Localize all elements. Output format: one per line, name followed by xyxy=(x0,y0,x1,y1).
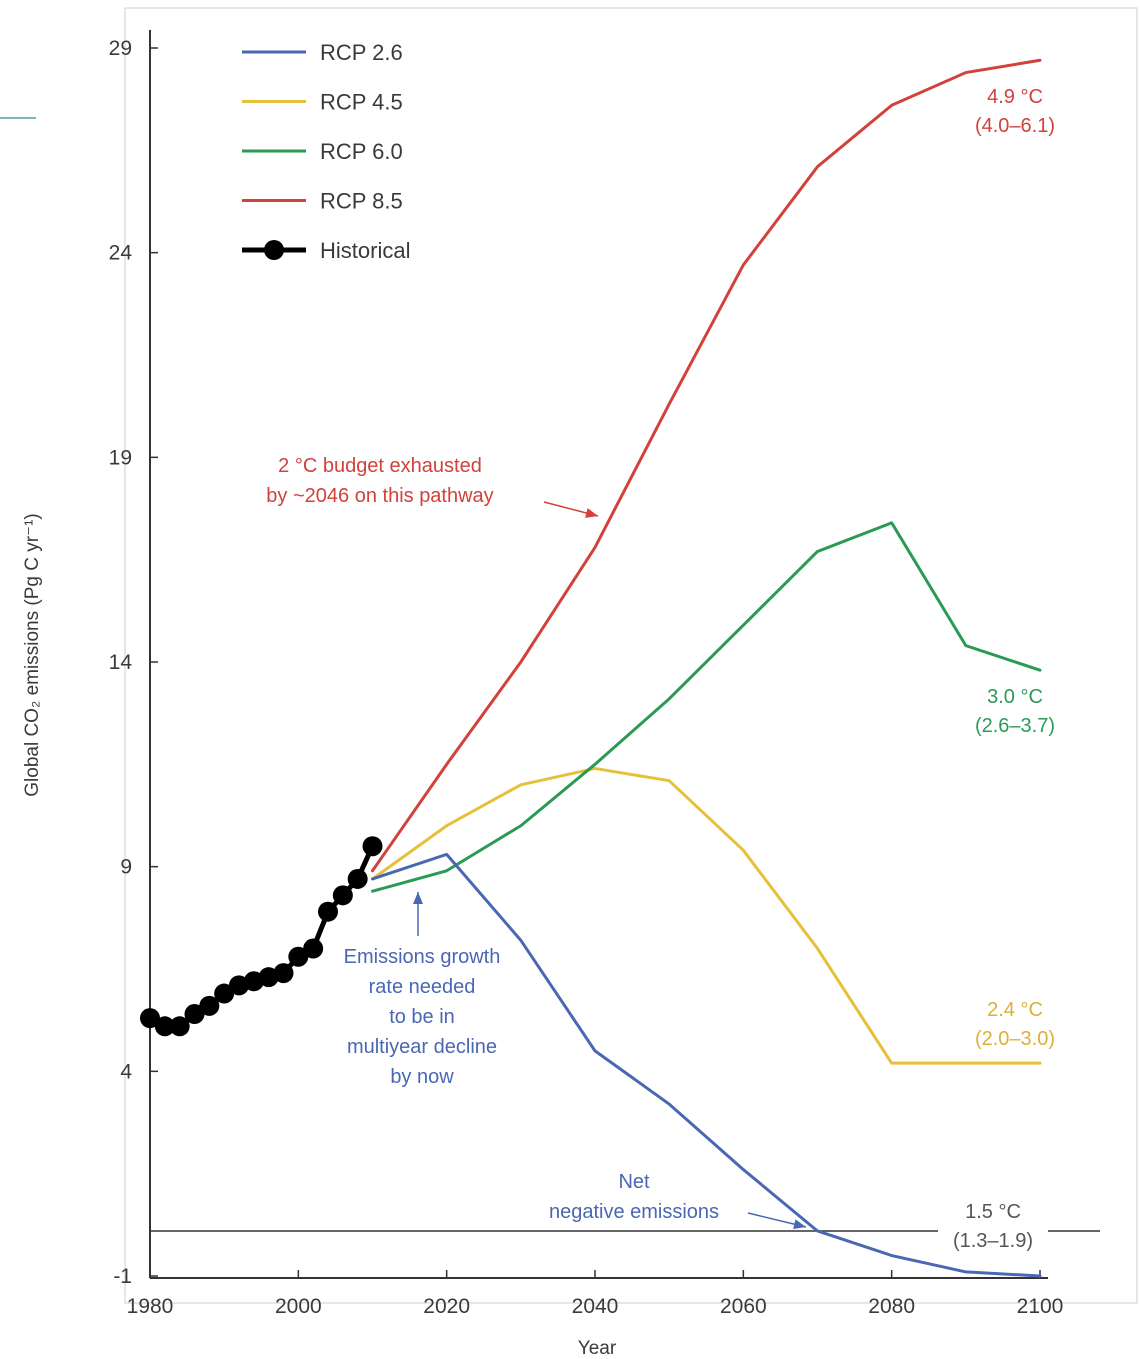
y-tick-label: 4 xyxy=(120,1060,132,1083)
x-axis-title: Year xyxy=(578,1338,617,1359)
annotation-net-negative-arrow xyxy=(747,1212,807,1230)
annotation-net-negative: Net negative emissions xyxy=(549,1171,719,1223)
x-tick-label: 2000 xyxy=(275,1295,322,1318)
annotations: 2 °C budget exhausted by ~2046 on this pa… xyxy=(266,455,807,1230)
annotation-emissions-growth: Emissions growth rate needed to be in multi… xyxy=(344,946,501,1088)
end-label-rcp-6-0: 3.0 °C (2.6–3.7) xyxy=(975,686,1055,737)
historical-point xyxy=(362,836,383,857)
historical-point xyxy=(169,1016,190,1037)
historical-point xyxy=(347,868,368,889)
y-tick-label: 19 xyxy=(109,446,132,469)
y-tick-label: 14 xyxy=(109,651,133,674)
y-tick-label: 9 xyxy=(120,856,132,879)
historical-point xyxy=(303,938,324,959)
historical-point xyxy=(140,1008,160,1029)
series-line-rcp-8-5 xyxy=(371,58,1042,873)
legend-label: RCP 8.5 xyxy=(320,189,403,214)
end-label-rcp-4-5: 2.4 °C (2.0–3.0) xyxy=(975,999,1055,1050)
y-tick-label: 24 xyxy=(109,242,133,265)
historical-point xyxy=(199,995,220,1016)
x-tick-label: 2100 xyxy=(1017,1295,1064,1318)
end-labels: 4.9 °C (4.0–6.1) 3.0 °C (2.6–3.7) 2.4 °C (2.0… xyxy=(938,86,1055,1256)
end-label-rcp-8-5: 4.9 °C (4.0–6.1) xyxy=(975,86,1055,137)
y-tick-label: -1 xyxy=(113,1265,132,1288)
series-line-rcp-2-6 xyxy=(371,852,1042,1278)
legend-label: Historical xyxy=(320,238,410,263)
legend-label: RCP 2.6 xyxy=(320,40,403,65)
legend-label: RCP 4.5 xyxy=(320,90,403,115)
historical-point xyxy=(318,901,338,922)
historical-point xyxy=(288,946,309,967)
end-label-backdrop xyxy=(938,1196,1048,1256)
series-lines xyxy=(147,58,1042,1278)
y-axis-ticks: -1 4 9 14 19 24 29 xyxy=(109,37,158,1288)
historical-point xyxy=(273,963,294,984)
historical-markers xyxy=(140,836,383,1037)
legend-marker xyxy=(264,240,284,260)
x-axis-ticks: 1980 2000 2020 2040 2060 2080 2100 xyxy=(127,1270,1064,1318)
annotation-growth-arrow xyxy=(413,892,423,936)
x-tick-label: 2060 xyxy=(720,1295,767,1318)
y-axis-title: Global CO₂ emissions (Pg C yr⁻¹) xyxy=(22,513,43,796)
annotation-budget-arrow xyxy=(543,501,599,518)
series-line-rcp-4-5 xyxy=(371,766,1042,1065)
historical-point xyxy=(214,983,235,1004)
x-tick-label: 2020 xyxy=(423,1295,470,1318)
series-line-rcp-6-0 xyxy=(371,521,1042,893)
historical-point xyxy=(154,1016,175,1037)
x-tick-label: 2080 xyxy=(868,1295,915,1318)
historical-point xyxy=(332,885,353,906)
end-label-rcp-2-6: 1.5 °C (1.3–1.9) xyxy=(953,1201,1033,1252)
series-line-historical xyxy=(147,843,375,1029)
plot-frame xyxy=(124,7,1138,1304)
y-tick-label: 29 xyxy=(109,37,132,60)
x-tick-label: 2040 xyxy=(572,1295,619,1318)
legend: RCP 2.6 RCP 4.5 RCP 6.0 RCP 8.5 Historical xyxy=(242,40,410,263)
annotation-budget-exhausted: 2 °C budget exhausted by ~2046 on this pa… xyxy=(266,455,493,507)
historical-point xyxy=(184,1004,205,1025)
x-tick-label: 1980 xyxy=(127,1295,174,1318)
legend-label: RCP 6.0 xyxy=(320,139,403,164)
